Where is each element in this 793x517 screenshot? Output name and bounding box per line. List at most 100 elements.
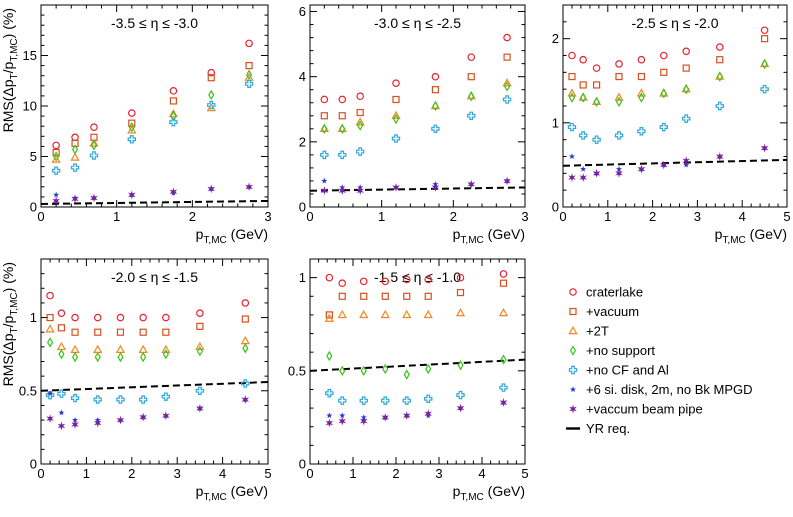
data-point-nocf — [355, 147, 365, 156]
x-axis-label: pT,MC (GeV) — [453, 483, 525, 503]
data-point-nosupport — [761, 58, 768, 70]
x-tick-label: 2 — [128, 466, 135, 481]
data-point-beampipe — [93, 418, 102, 428]
legend-label: craterlake — [586, 285, 643, 300]
data-point-beampipe — [715, 152, 724, 161]
data-point-craterlake — [592, 64, 601, 72]
data-point-craterlake — [467, 53, 476, 61]
data-point-craterlake — [760, 26, 769, 35]
y-axis-label: RMS(ΔpT/pT,MC) (%) — [0, 8, 20, 132]
yr-requirement-line — [309, 358, 526, 372]
data-point-nosupport — [140, 351, 147, 363]
data-point-beampipe — [659, 160, 668, 170]
data-point-2T — [127, 125, 137, 134]
data-point-vacuum — [57, 324, 66, 332]
data-point-vacuum — [196, 322, 204, 330]
legend-swatch-craterlake — [569, 288, 577, 296]
data-point-nocf — [195, 386, 205, 395]
data-point-nocf — [381, 396, 390, 405]
data-point-nocf — [244, 79, 254, 88]
data-point-craterlake — [71, 313, 79, 322]
data-point-nocf — [715, 101, 725, 111]
data-point-nocf — [359, 396, 368, 405]
panel-title: -3.5 ≤ η ≤ -3.0 — [111, 15, 198, 31]
data-point-nosupport — [208, 89, 215, 101]
data-point-craterlake — [402, 275, 411, 284]
data-point-nocf — [456, 390, 465, 400]
legend-entry-yr: YR req. — [566, 421, 630, 436]
legend-label: +2T — [586, 324, 609, 339]
data-point-craterlake — [207, 68, 216, 77]
yr-requirement-line — [40, 199, 269, 205]
data-point-vacuum — [592, 81, 601, 89]
data-point-vacuum — [660, 68, 668, 76]
data-point-nosupport — [339, 365, 346, 376]
data-point-craterlake — [320, 95, 329, 104]
data-point-2T — [636, 88, 647, 97]
data-point-nocf — [614, 131, 624, 140]
data-point-beampipe — [90, 193, 98, 203]
data-point-nosupport — [468, 91, 475, 102]
legend-entry-beampipe: +vaccum beam pipe — [569, 402, 703, 417]
data-point-nosupport — [392, 113, 400, 125]
x-axis-label: pT,MC (GeV) — [715, 226, 787, 246]
data-point-craterlake — [424, 275, 433, 284]
data-point-beampipe — [381, 413, 390, 422]
data-point-2T — [355, 117, 365, 126]
data-point-beampipe — [207, 184, 216, 194]
data-point-sidisk — [580, 165, 587, 172]
legend-label: +6 si. disk, 2m, no Bk MPGD — [586, 382, 753, 397]
y-tick-label: 0.5 — [288, 363, 306, 378]
data-point-beampipe — [71, 420, 79, 429]
data-point-sidisk — [321, 177, 328, 184]
x-label-main: p — [453, 483, 461, 499]
x-tick-label: 3 — [174, 466, 181, 481]
data-point-vacuum — [325, 311, 333, 319]
data-point-vacuum — [568, 72, 576, 81]
panel-5: 0 1 2 3 4 5 0 0.5 1 -1.5 ≤ η ≤ -1.0 pT,MC (GeV) — [288, 258, 529, 503]
data-point-vacuum — [139, 328, 147, 336]
data-point-nosupport — [326, 350, 333, 362]
data-point-beampipe — [169, 187, 178, 197]
x-label-sub: T,MC — [722, 235, 745, 246]
data-point-beampipe — [503, 176, 511, 186]
data-point-beampipe — [431, 183, 440, 192]
data-point-beampipe — [139, 412, 147, 422]
y-label-y-label-end: ) (%) — [0, 8, 16, 38]
data-point-nocf — [338, 150, 347, 160]
data-point-nocf — [70, 393, 80, 403]
y-tick-label: 1 — [552, 115, 559, 130]
data-point-nosupport — [321, 123, 328, 134]
data-point-craterlake — [162, 313, 170, 322]
y-tick-label: 10 — [23, 99, 37, 114]
data-point-beampipe — [359, 416, 368, 426]
data-point-beampipe — [392, 183, 400, 192]
x-label-unit: (GeV) — [484, 483, 525, 499]
data-point-nocf — [578, 131, 588, 140]
data-point-beampipe — [467, 179, 476, 189]
data-point-nosupport — [71, 144, 79, 155]
data-point-nocf — [138, 395, 148, 404]
data-point-vacuum — [71, 328, 79, 336]
data-point-nosupport — [357, 120, 364, 131]
x-tick-label: 1 — [83, 466, 90, 481]
data-point-2T — [206, 102, 216, 112]
data-point-vacuum — [716, 56, 724, 64]
data-point-vacuum — [499, 279, 508, 287]
data-point-nocf — [89, 151, 99, 160]
data-point-vacuum — [579, 81, 587, 89]
data-point-vacuum — [637, 72, 646, 81]
data-point-vacuum — [241, 315, 249, 323]
panel-1: 0 1 2 3 0 5 10 15 -3.5 ≤ η ≤ -3.0 pT,MC (GeV) — [23, 4, 272, 246]
x-tick-label: 5 — [264, 466, 271, 481]
data-point-vacuum — [169, 97, 178, 105]
data-point-2T — [402, 309, 412, 319]
data-point-beampipe — [241, 395, 250, 404]
data-point-nosupport — [90, 140, 98, 151]
legend: craterlake +vacuum +2T +no support +no CF an… — [566, 285, 753, 436]
data-point-craterlake — [568, 51, 576, 60]
x-tick-label: 3 — [264, 209, 271, 224]
data-point-nocf — [70, 163, 80, 172]
data-point-beampipe — [320, 186, 329, 196]
data-point-sidisk — [53, 191, 60, 198]
